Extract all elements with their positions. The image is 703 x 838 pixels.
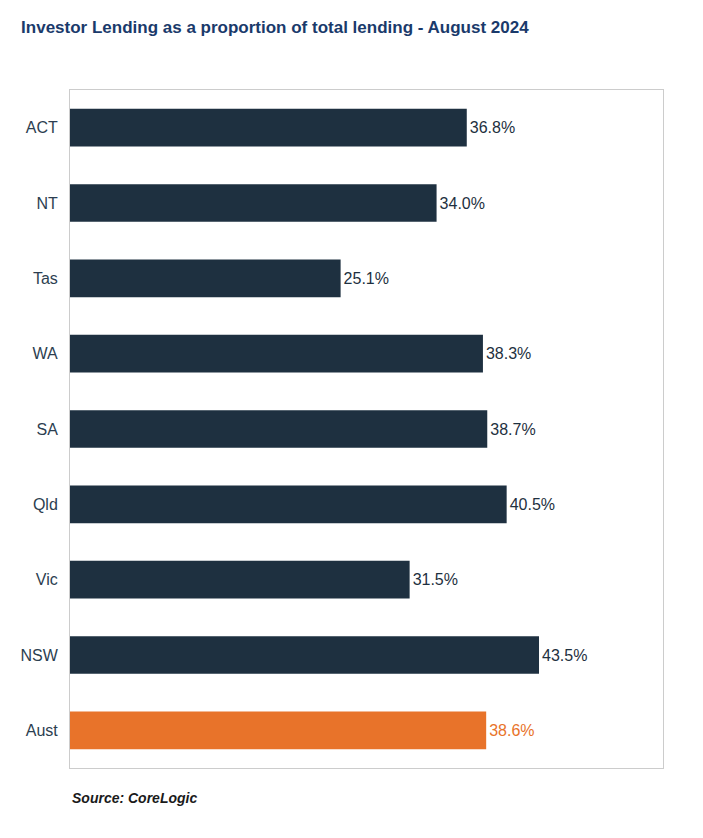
- svg-text:38.7%: 38.7%: [490, 421, 535, 438]
- svg-text:Aust: Aust: [26, 722, 59, 739]
- svg-text:34.0%: 34.0%: [440, 195, 485, 212]
- svg-text:Investor Lending as a proporti: Investor Lending as a proportion of tota…: [21, 18, 529, 37]
- svg-text:31.5%: 31.5%: [413, 571, 458, 588]
- svg-text:SA: SA: [36, 421, 58, 438]
- svg-text:43.5%: 43.5%: [542, 647, 587, 664]
- svg-text:NT: NT: [36, 195, 58, 212]
- svg-text:Tas: Tas: [33, 270, 58, 287]
- svg-text:38.3%: 38.3%: [486, 345, 531, 362]
- svg-text:25.1%: 25.1%: [344, 270, 389, 287]
- svg-text:38.6%: 38.6%: [489, 722, 534, 739]
- svg-text:40.5%: 40.5%: [510, 496, 555, 513]
- svg-text:Vic: Vic: [36, 571, 58, 588]
- svg-text:WA: WA: [33, 345, 59, 362]
- svg-text:Qld: Qld: [33, 496, 58, 513]
- svg-text:NSW: NSW: [20, 647, 58, 664]
- svg-text:36.8%: 36.8%: [470, 119, 515, 136]
- svg-text:ACT: ACT: [26, 119, 58, 136]
- svg-text:Source: CoreLogic: Source: CoreLogic: [72, 790, 197, 806]
